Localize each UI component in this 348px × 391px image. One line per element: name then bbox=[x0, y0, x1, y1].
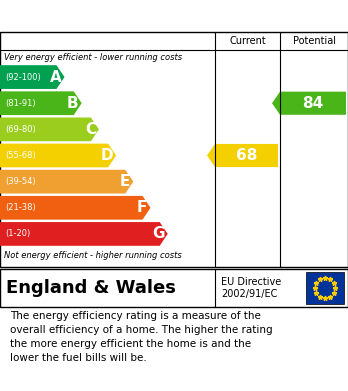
Text: (39-54): (39-54) bbox=[5, 177, 35, 186]
Text: (69-80): (69-80) bbox=[5, 125, 36, 134]
Text: Not energy efficient - higher running costs: Not energy efficient - higher running co… bbox=[4, 251, 182, 260]
Polygon shape bbox=[0, 170, 133, 194]
Text: Very energy efficient - lower running costs: Very energy efficient - lower running co… bbox=[4, 53, 182, 62]
Text: F: F bbox=[137, 200, 148, 215]
Text: Energy Efficiency Rating: Energy Efficiency Rating bbox=[63, 7, 285, 23]
Polygon shape bbox=[0, 91, 82, 115]
Text: EU Directive
2002/91/EC: EU Directive 2002/91/EC bbox=[221, 277, 281, 299]
Text: D: D bbox=[101, 148, 113, 163]
Text: C: C bbox=[85, 122, 96, 137]
Text: 68: 68 bbox=[236, 148, 257, 163]
Text: Potential: Potential bbox=[293, 36, 335, 46]
Text: (92-100): (92-100) bbox=[5, 73, 41, 82]
Text: 84: 84 bbox=[302, 96, 324, 111]
Text: A: A bbox=[50, 70, 62, 84]
Polygon shape bbox=[0, 222, 168, 246]
Text: E: E bbox=[120, 174, 130, 189]
Polygon shape bbox=[0, 143, 116, 167]
Text: G: G bbox=[152, 226, 165, 241]
Text: (1-20): (1-20) bbox=[5, 230, 30, 239]
Text: England & Wales: England & Wales bbox=[6, 279, 176, 297]
Text: (81-91): (81-91) bbox=[5, 99, 35, 108]
Polygon shape bbox=[207, 144, 278, 167]
Polygon shape bbox=[0, 65, 64, 89]
Text: (55-68): (55-68) bbox=[5, 151, 36, 160]
Polygon shape bbox=[272, 91, 346, 115]
Bar bbox=[306, 272, 344, 304]
Text: Current: Current bbox=[229, 36, 266, 46]
Text: The energy efficiency rating is a measure of the
overall efficiency of a home. T: The energy efficiency rating is a measur… bbox=[10, 311, 273, 363]
Polygon shape bbox=[0, 117, 99, 141]
Text: B: B bbox=[67, 96, 79, 111]
Polygon shape bbox=[0, 196, 150, 220]
Text: (21-38): (21-38) bbox=[5, 203, 36, 212]
